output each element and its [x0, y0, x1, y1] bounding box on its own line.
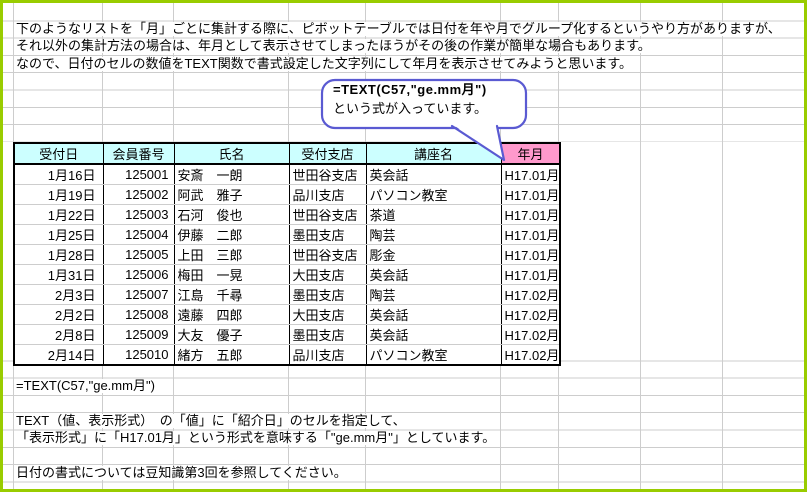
table-cell[interactable]: 大友 優子 [173, 324, 290, 345]
table-row: 2月14日 125010 緒方 五郎 品川支店 パソコン教室 H17.02月 [13, 344, 561, 366]
column-header-course[interactable]: 講座名 [365, 142, 502, 165]
table-row: 1月28日 125005 上田 三郎 世田谷支店 彫金 H17.01月 [13, 244, 561, 265]
table-cell[interactable]: 125009 [102, 324, 175, 345]
table-cell[interactable]: 1月31日 [13, 264, 104, 285]
table-cell[interactable]: 英会話 [365, 304, 502, 325]
table-cell[interactable]: H17.01月 [500, 244, 561, 265]
table-cell[interactable]: パソコン教室 [365, 344, 502, 366]
table-cell[interactable]: 125003 [102, 204, 175, 225]
gridline-vertical [640, 3, 641, 489]
table-row: 2月2日 125008 遠藤 四郎 大田支店 英会話 H17.02月 [13, 304, 561, 325]
table-cell[interactable]: 安斎 一朗 [173, 164, 290, 185]
table-cell[interactable]: 品川支店 [288, 184, 367, 205]
table-cell[interactable]: H17.02月 [500, 304, 561, 325]
explanation-text-line-1[interactable]: TEXT（値、表示形式） の「値」に「紹介日」のセルを指定して、 [14, 413, 409, 428]
table-cell[interactable]: 英会話 [365, 324, 502, 345]
table-cell[interactable]: パソコン教室 [365, 184, 502, 205]
table-cell[interactable]: 大田支店 [288, 264, 367, 285]
table-cell[interactable]: 1月28日 [13, 244, 104, 265]
table-row: 1月31日 125006 梅田 一晃 大田支店 英会話 H17.01月 [13, 264, 561, 285]
formula-cell[interactable]: =TEXT(C57,"ge.mm月") [14, 379, 158, 393]
table-row: 1月25日 125004 伊藤 二郎 墨田支店 陶芸 H17.01月 [13, 224, 561, 245]
table-row: 2月3日 125007 江島 千尋 墨田支店 陶芸 H17.02月 [13, 284, 561, 305]
column-header-branch[interactable]: 受付支店 [288, 142, 367, 165]
table-cell[interactable]: 2月2日 [13, 304, 104, 325]
table-cell[interactable]: 2月14日 [13, 344, 104, 366]
table-cell[interactable]: H17.01月 [500, 264, 561, 285]
table-cell[interactable]: 125005 [102, 244, 175, 265]
table-cell[interactable]: 英会話 [365, 164, 502, 185]
callout-caption-text: という式が入っています。 [333, 101, 488, 116]
member-table-body: 1月16日 125001 安斎 一朗 世田谷支店 英会話 H17.01月 1月19日 1250… [13, 164, 561, 366]
table-cell[interactable]: 阿武 雅子 [173, 184, 290, 205]
table-cell[interactable]: 墨田支店 [288, 284, 367, 305]
table-cell[interactable]: 1月25日 [13, 224, 104, 245]
table-cell[interactable]: 陶芸 [365, 224, 502, 245]
table-cell[interactable]: H17.02月 [500, 344, 561, 366]
table-cell[interactable]: 墨田支店 [288, 324, 367, 345]
table-cell[interactable]: 125007 [102, 284, 175, 305]
table-cell[interactable]: H17.01月 [500, 204, 561, 225]
table-cell[interactable]: 2月8日 [13, 324, 104, 345]
callout-formula-text: =TEXT(C57,"ge.mm月") [333, 82, 487, 97]
explanation-text-line-2[interactable]: 「表示形式」に「H17.01月」という形式を意味する「"ge.mm月"」としてい… [14, 431, 499, 445]
column-header-year-month[interactable]: 年月 [500, 142, 561, 165]
table-row: 2月8日 125009 大友 優子 墨田支店 英会話 H17.02月 [13, 324, 561, 345]
table-row: 1月19日 125002 阿武 雅子 品川支店 パソコン教室 H17.01月 [13, 184, 561, 205]
table-cell[interactable]: H17.01月 [500, 224, 561, 245]
gridline-vertical [722, 3, 723, 489]
table-cell[interactable]: 茶道 [365, 204, 502, 225]
table-cell[interactable]: 1月22日 [13, 204, 104, 225]
table-cell[interactable]: 緒方 五郎 [173, 344, 290, 366]
member-table: 受付日 会員番号 氏名 受付支店 講座名 年月 1月16日 125001 安斎 一朗… [13, 142, 562, 366]
footer-note[interactable]: 日付の書式については豆知識第3回を参照してください。 [14, 465, 350, 480]
table-row: 1月16日 125001 安斎 一朗 世田谷支店 英会話 H17.01月 [13, 164, 561, 185]
table-cell[interactable]: 125006 [102, 264, 175, 285]
table-header-row: 受付日 会員番号 氏名 受付支店 講座名 年月 [13, 142, 561, 165]
table-cell[interactable]: 墨田支店 [288, 224, 367, 245]
column-header-name[interactable]: 氏名 [173, 142, 290, 165]
table-cell[interactable]: 1月16日 [13, 164, 104, 185]
table-cell[interactable]: 世田谷支店 [288, 204, 367, 225]
table-cell[interactable]: 1月19日 [13, 184, 104, 205]
table-cell[interactable]: 125002 [102, 184, 175, 205]
table-cell[interactable]: 梅田 一晃 [173, 264, 290, 285]
table-row: 1月22日 125003 石河 俊也 世田谷支店 茶道 H17.01月 [13, 204, 561, 225]
table-cell[interactable]: 品川支店 [288, 344, 367, 366]
table-cell[interactable]: H17.02月 [500, 324, 561, 345]
table-cell[interactable]: H17.01月 [500, 164, 561, 185]
table-cell[interactable]: 125004 [102, 224, 175, 245]
table-cell[interactable]: 江島 千尋 [173, 284, 290, 305]
table-cell[interactable]: 上田 三郎 [173, 244, 290, 265]
table-cell[interactable]: H17.02月 [500, 284, 561, 305]
table-cell[interactable]: 2月3日 [13, 284, 104, 305]
intro-text-line-3[interactable]: なので、日付のセルの数値をTEXT関数で書式設定した文字列にして年月を表示させて… [14, 56, 636, 71]
intro-text-line-1[interactable]: 下のようなリストを「月」ごとに集計する際に、ピボットテーブルでは日付を年や月でグ… [14, 22, 784, 36]
column-header-receipt-date[interactable]: 受付日 [13, 142, 104, 165]
table-cell[interactable]: 陶芸 [365, 284, 502, 305]
table-cell[interactable]: 伊藤 二郎 [173, 224, 290, 245]
table-cell[interactable]: 125008 [102, 304, 175, 325]
table-cell[interactable]: 英会話 [365, 264, 502, 285]
table-cell[interactable]: 世田谷支店 [288, 244, 367, 265]
table-cell[interactable]: 125001 [102, 164, 175, 185]
table-cell[interactable]: 大田支店 [288, 304, 367, 325]
table-cell[interactable]: 125010 [102, 344, 175, 366]
table-cell[interactable]: 石河 俊也 [173, 204, 290, 225]
column-header-member-number[interactable]: 会員番号 [102, 142, 175, 165]
table-cell[interactable]: H17.01月 [500, 184, 561, 205]
table-cell[interactable]: 彫金 [365, 244, 502, 265]
intro-text-line-2[interactable]: それ以外の集計方法の場合は、年月として表示させてしまったほうがその後の作業が簡単… [14, 39, 654, 53]
table-cell[interactable]: 遠藤 四郎 [173, 304, 290, 325]
